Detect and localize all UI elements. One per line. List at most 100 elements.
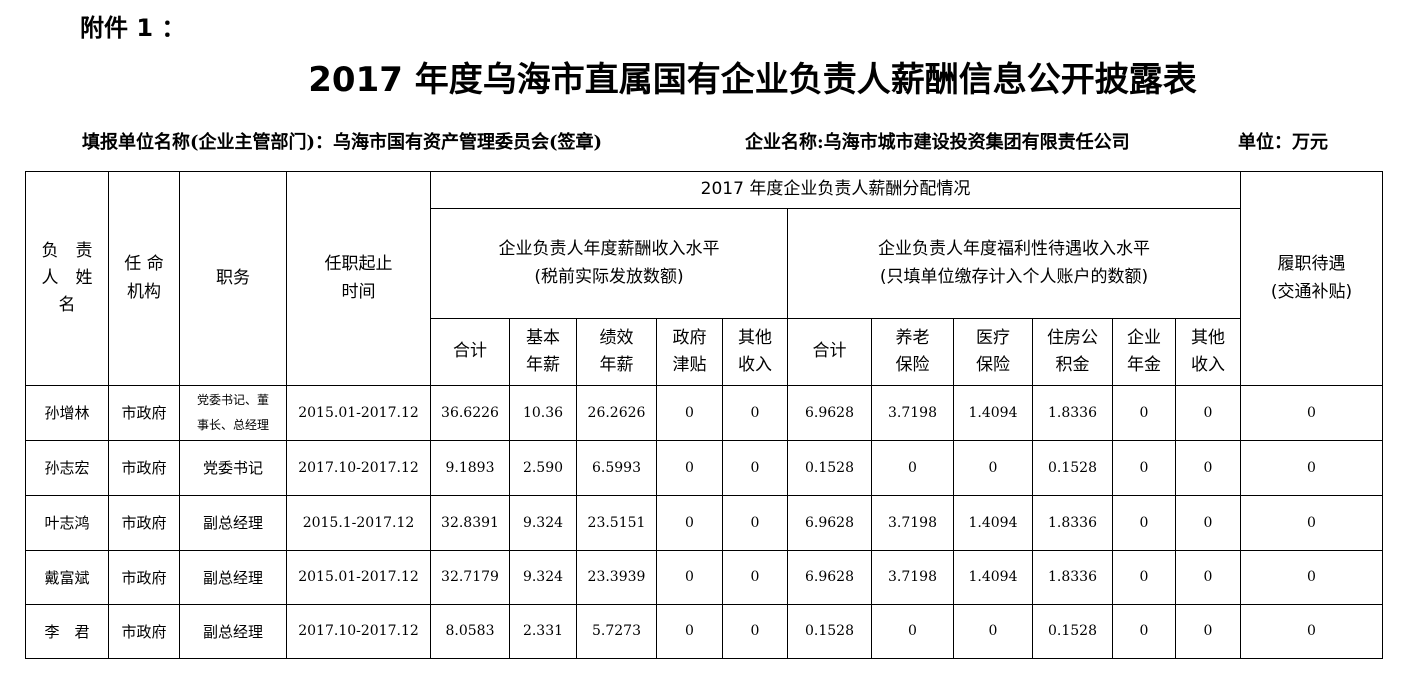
- table-cell: 市政府: [108, 495, 180, 551]
- table-cell: 9.1893: [430, 440, 510, 496]
- table-cell: 32.7179: [430, 550, 510, 605]
- table-cell: 2017.10-2017.12: [286, 440, 431, 496]
- table-cell: 8.0583: [430, 604, 510, 659]
- table-cell: 2.590: [509, 440, 577, 496]
- table-cell: 0: [722, 440, 788, 496]
- table-cell: 23.5151: [576, 495, 657, 551]
- table-cell: 1.8336: [1032, 495, 1113, 551]
- table-cell: 0: [656, 440, 723, 496]
- table-cell: 1.8336: [1032, 385, 1113, 441]
- table-cell: 1.4094: [953, 385, 1033, 441]
- reporting-unit: 填报单位名称(企业主管部门)：乌海市国有资产管理委员会(签章): [82, 132, 603, 153]
- table-cell: 26.2626: [576, 385, 657, 441]
- table-cell: 2015.01-2017.12: [286, 385, 431, 441]
- table-cell: 副总经理: [179, 550, 287, 605]
- table-cell: 0.1528: [787, 440, 872, 496]
- header-position: 职务: [179, 171, 287, 386]
- table-cell: 9.324: [509, 495, 577, 551]
- table-cell: 3.7198: [871, 495, 954, 551]
- table-cell: 3.7198: [871, 385, 954, 441]
- table-cell: 0: [1240, 440, 1383, 496]
- table-cell: 10.36: [509, 385, 577, 441]
- table-cell: 0: [1240, 604, 1383, 659]
- table-cell: 6.5993: [576, 440, 657, 496]
- table-cell: 戴富斌: [25, 550, 109, 605]
- table-cell: 0.1528: [1032, 604, 1113, 659]
- table-cell: 6.9628: [787, 385, 872, 441]
- table-cell: 0.1528: [1032, 440, 1113, 496]
- table-cell: 0: [656, 495, 723, 551]
- table-cell: 副总经理: [179, 604, 287, 659]
- table-cell: 0: [1240, 550, 1383, 605]
- table-cell: 0: [1112, 495, 1176, 551]
- table-cell: 0: [1240, 385, 1383, 441]
- header-welfare-col: 养老 保险: [871, 318, 954, 386]
- header-salary-col: 基本 年薪: [509, 318, 577, 386]
- table-cell: 2017.10-2017.12: [286, 604, 431, 659]
- table-cell: 党委书记: [179, 440, 287, 496]
- header-welfare-col: 其他 收入: [1175, 318, 1241, 386]
- table-cell: 1.8336: [1032, 550, 1113, 605]
- table-cell: 36.6226: [430, 385, 510, 441]
- table-cell: 1.4094: [953, 550, 1033, 605]
- table-cell: 市政府: [108, 604, 180, 659]
- header-salary-col: 绩效 年薪: [576, 318, 657, 386]
- table-cell: 0: [1175, 495, 1241, 551]
- header-welfare-col: 医疗 保险: [953, 318, 1033, 386]
- table-cell: 23.3939: [576, 550, 657, 605]
- company-name: 企业名称:乌海市城市建设投资集团有限责任公司: [745, 132, 1130, 153]
- table-cell: 市政府: [108, 385, 180, 441]
- table-cell: 0: [656, 550, 723, 605]
- table-cell: 5.7273: [576, 604, 657, 659]
- table-cell: 0: [1240, 495, 1383, 551]
- header-welfare-group: 企业负责人年度福利性待遇收入水平 (只填单位缴存计入个人账户的数额): [787, 208, 1241, 319]
- table-cell: 0: [1112, 440, 1176, 496]
- table-cell: 0: [1175, 385, 1241, 441]
- unit-label: 单位：万元: [1238, 132, 1328, 153]
- table-cell: 0: [722, 550, 788, 605]
- table-cell: 3.7198: [871, 550, 954, 605]
- header-salary-group: 企业负责人年度薪酬收入水平 (税前实际发放数额): [430, 208, 788, 319]
- table-cell: 1.4094: [953, 495, 1033, 551]
- header-name: 负 责 人 姓 名: [25, 171, 109, 386]
- table-cell: 市政府: [108, 440, 180, 496]
- table-cell: 副总经理: [179, 495, 287, 551]
- table-cell: 0: [656, 604, 723, 659]
- header-welfare-col: 住房公 积金: [1032, 318, 1113, 386]
- table-cell: 6.9628: [787, 495, 872, 551]
- table-cell: 2015.1-2017.12: [286, 495, 431, 551]
- page-title: 2017 年度乌海市直属国有企业负责人薪酬信息公开披露表: [308, 60, 1197, 100]
- header-welfare-col: 企业 年金: [1112, 318, 1176, 386]
- table-cell: 9.324: [509, 550, 577, 605]
- header-welfare-col: 合计: [787, 318, 872, 386]
- table-cell: 0: [953, 440, 1033, 496]
- table-cell: 0: [1112, 604, 1176, 659]
- table-cell: 0: [1175, 440, 1241, 496]
- header-appointing-body: 任 命 机构: [108, 171, 180, 386]
- table-cell: 0: [1175, 604, 1241, 659]
- header-salary-col: 合计: [430, 318, 510, 386]
- table-cell: 32.8391: [430, 495, 510, 551]
- header-term: 任职起止 时间: [286, 171, 431, 386]
- table-cell: 0: [953, 604, 1033, 659]
- table-cell: 党委书记、董 事长、总经理: [179, 385, 287, 441]
- table-cell: 0: [722, 495, 788, 551]
- table-cell: 孙志宏: [25, 440, 109, 496]
- table-cell: 0: [871, 604, 954, 659]
- table-cell: 叶志鸿: [25, 495, 109, 551]
- header-duty-allowance: 履职待遇 (交通补贴): [1240, 171, 1383, 386]
- header-salary-col: 政府 津贴: [656, 318, 723, 386]
- table-cell: 0: [722, 385, 788, 441]
- table-cell: 0: [722, 604, 788, 659]
- table-cell: 0: [871, 440, 954, 496]
- table-cell: 0: [1175, 550, 1241, 605]
- table-cell: 孙增林: [25, 385, 109, 441]
- table-cell: 0: [656, 385, 723, 441]
- table-cell: 李 君: [25, 604, 109, 659]
- attachment-label: 附件 1 ：: [80, 14, 186, 42]
- header-salary-col: 其他 收入: [722, 318, 788, 386]
- header-distribution: 2017 年度企业负责人薪酬分配情况: [430, 171, 1241, 209]
- table-cell: 2015.01-2017.12: [286, 550, 431, 605]
- table-cell: 2.331: [509, 604, 577, 659]
- table-cell: 0.1528: [787, 604, 872, 659]
